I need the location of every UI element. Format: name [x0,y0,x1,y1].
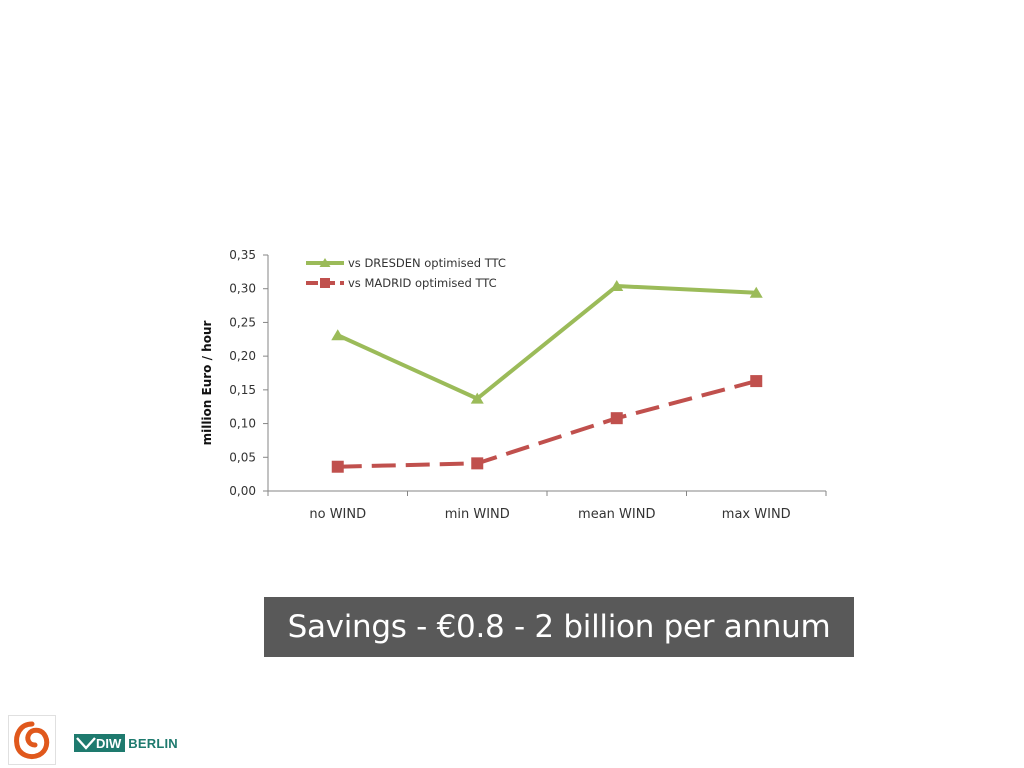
x-tick-label: max WIND [722,507,791,522]
data-point [470,392,484,404]
data-point [471,457,484,470]
y-tick-label: 0,15 [229,383,256,397]
spiral-logo-icon [8,715,56,765]
diw-logo-box: DIW [74,734,126,752]
y-tick-label: 0,10 [229,417,256,431]
series-line [336,284,757,401]
line-chart: 0,00 0,05 0,10 0,15 0,20 0,25 0,30 0,35 no WIND m… [200,248,827,522]
y-tick-label: 0,20 [229,349,256,363]
berlin-logo-text: BERLIN [128,735,178,751]
data-point [331,460,344,473]
x-tick-label: min WIND [445,507,510,522]
x-tick-label: no WIND [309,507,366,522]
x-tick-label: mean WIND [578,507,655,522]
series-0 [331,280,763,404]
legend-label: vs MADRID optimised TTC [348,276,497,290]
legend: vs DRESDEN optimised TTC vs MADRID optimi… [306,256,506,290]
axes: 0,00 0,05 0,10 0,15 0,20 0,25 0,30 0,35 no WIND m… [200,248,827,522]
y-tick-label: 0,35 [229,248,256,262]
diw-chevron-icon [76,737,96,750]
y-tick-label: 0,25 [229,315,256,329]
legend-label: vs DRESDEN optimised TTC [348,256,506,270]
data-point [610,280,624,292]
legend-marker [320,278,330,288]
y-tick-label: 0,00 [229,484,256,498]
series-1 [331,375,763,473]
data-point [331,329,345,341]
y-axis-title: million Euro / hour [200,321,214,446]
y-tick-label: 0,05 [229,450,256,464]
y-tick-label: 0,30 [229,282,256,296]
savings-banner-text: Savings - €0.8 - 2 billion per annum [287,609,831,645]
savings-banner: Savings - €0.8 - 2 billion per annum [264,597,854,657]
diw-logo-text: DIW [96,735,122,751]
legend-marker [319,258,331,267]
data-point [749,286,763,298]
series-line [337,379,757,469]
series-layer [331,280,763,473]
diw-berlin-logo: DIW BERLIN [74,733,178,753]
data-point [750,375,763,388]
legend-item: vs DRESDEN optimised TTC [306,256,506,270]
legend-item: vs MADRID optimised TTC [306,276,497,290]
data-point [610,412,623,425]
